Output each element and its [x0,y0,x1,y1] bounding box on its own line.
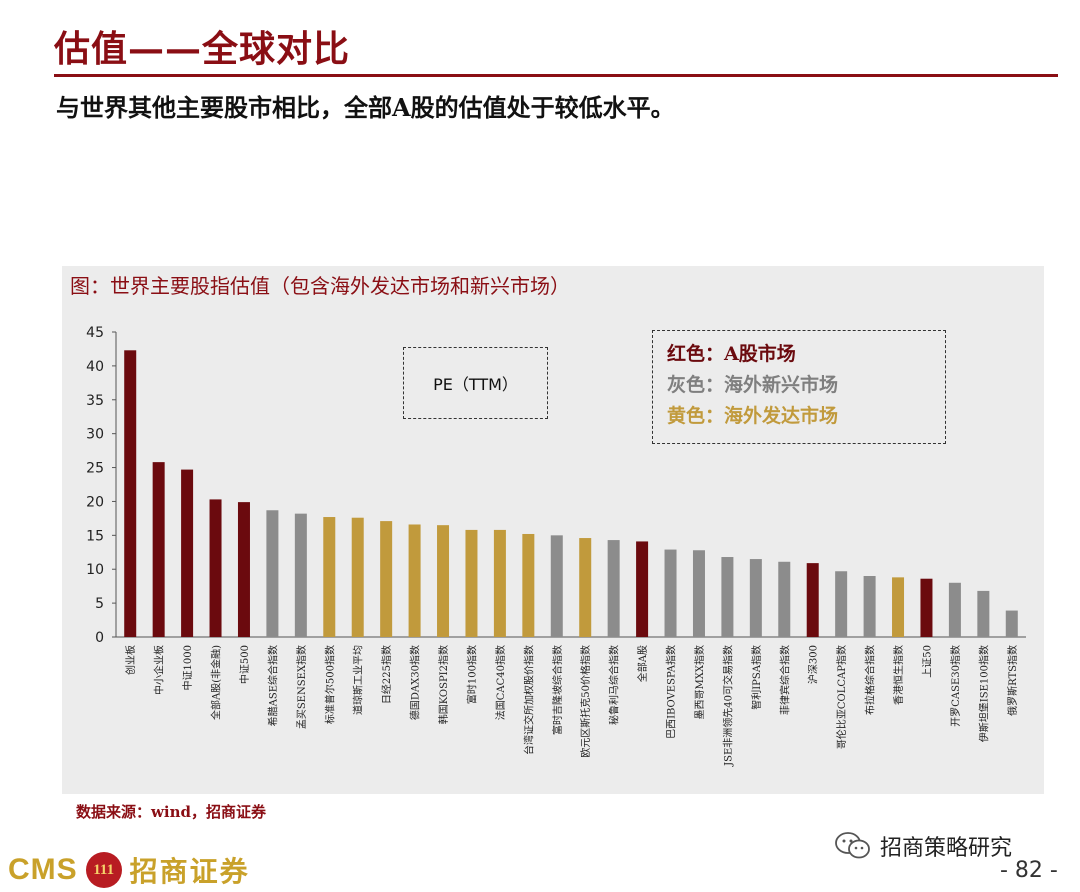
x-tick-label: JSE非洲领先40可交易指数 [721,645,734,767]
x-tick-label: 孟买SENSEX指数 [295,645,308,729]
bar [892,577,905,637]
x-tick-label: 墨西哥MXX指数 [693,645,706,719]
bar [863,576,876,637]
x-tick-label: 哥伦比亚COLCAP指数 [835,645,848,749]
bar [237,502,250,637]
brand-logo: CMS 111 招商证券 [8,852,250,888]
bar [948,582,961,637]
x-tick-label: 全部A股 [636,645,649,682]
x-tick-label: 日经225指数 [380,645,393,704]
y-tick-label: 10 [86,562,104,578]
bar [266,510,279,637]
bar [579,538,592,637]
data-source: 数据来源：wind，招商证券 [76,803,267,821]
bar [493,529,506,637]
x-tick-label: 富时100指数 [465,645,478,704]
chart-panel [62,266,1044,794]
bar [408,524,421,637]
x-tick-label: 沪深300 [807,645,820,684]
legend-item-developed: 黄色：海外发达市场 [667,401,945,432]
pe-label-box: PE（TTM） [403,347,548,419]
y-tick-label: 35 [86,393,104,409]
y-tick-label: 40 [86,359,104,375]
bar [721,557,734,637]
x-tick-label: 布拉格综合指数 [864,645,877,715]
y-tick-label: 15 [86,528,104,544]
bar [1005,610,1018,637]
legend: 红色：A股市场 灰色：海外新兴市场 黄色：海外发达市场 [652,330,946,444]
x-tick-label: 上证50 [921,645,933,678]
bar [437,525,450,637]
x-tick-label: 台湾证交所加权股价指数 [522,645,535,755]
x-tick-label: 法国CAC40指数 [494,645,507,720]
bar [806,563,819,637]
bar [181,469,194,637]
bar [522,533,535,637]
chart-caption: 图：世界主要股指估值（包含海外发达市场和新兴市场） [70,274,570,298]
bar [835,571,848,637]
legend-item-emerging: 灰色：海外新兴市场 [667,370,945,401]
bar [550,535,563,637]
logo-emblem-icon: 111 [85,852,122,888]
bar [124,350,137,637]
x-tick-label: 希腊ASE综合指数 [266,645,279,726]
bar [209,499,222,637]
y-tick-label: 45 [86,325,104,341]
y-tick-label: 0 [95,630,104,646]
x-tick-label: 香港恒生指数 [892,645,905,705]
legend-label-developed: 黄色：海外发达市场 [667,405,839,427]
x-tick-label: 全部A股(非金融) [210,645,223,720]
page-title: 估值——全球对比 [54,28,351,70]
bar [294,513,307,637]
logo-chinese: 招商证券 [129,855,250,888]
x-tick-label: 俄罗斯RTS指数 [1006,645,1019,716]
x-tick-label: 富时吉隆坡综合指数 [551,645,564,735]
y-tick-label: 5 [95,596,104,612]
bar [920,578,933,637]
legend-label-emerging: 灰色：海外新兴市场 [667,374,839,396]
bar [152,462,165,637]
x-tick-label: 德国DAX30指数 [409,645,422,720]
x-tick-label: 中证500 [238,645,251,684]
bar [977,590,990,637]
wechat-watermark: 招商策略研究 [834,826,1012,866]
bar [692,550,705,637]
pe-label: PE（TTM） [433,375,518,394]
x-tick-label: 秘鲁利马综合指数 [608,645,621,725]
legend-label-a-share: 红色：A股市场 [667,343,796,365]
bar [749,559,762,637]
logo-latin: CMS [8,853,78,886]
wechat-icon [835,832,870,859]
x-tick-label: 欧元区斯托克50价格指数 [579,645,592,758]
x-tick-label: 巴西IBOVESPA指数 [665,645,678,739]
bar [380,521,393,637]
y-tick-label: 30 [86,427,104,443]
wechat-account-name: 招商策略研究 [880,836,1013,861]
title-divider [54,74,1058,77]
bar [351,517,364,637]
bar [636,541,649,637]
x-tick-label: 创业板 [124,645,137,675]
x-tick-label: 伊斯坦堡ISE100指数 [977,645,990,742]
x-tick-label: 菲律宾综合指数 [778,645,791,715]
x-tick-label: 标准普尔500指数 [323,645,336,724]
x-tick-label: 中小企业板 [153,645,166,695]
x-tick-label: 韩国KOSPI2指数 [437,645,450,724]
legend-item-a-share: 红色：A股市场 [667,339,945,370]
y-tick-label: 20 [86,494,104,510]
bar [323,517,336,637]
page-subtitle: 与世界其他主要股市相比，全部A股的估值处于较低水平。 [56,93,675,122]
y-tick-label: 25 [86,461,104,477]
x-tick-label: 中证1000 [181,645,194,690]
bar [664,549,677,637]
page-number: - 82 - [1000,858,1058,883]
x-tick-label: 智利IPSA指数 [750,645,763,710]
pe-bar-chart: 0 5 10 15 20 25 30 35 40 45 创业板 中小企业板 中证1000 全部A股(非金融… [86,325,1026,767]
x-tick-label: 道琼斯工业平均 [352,645,365,715]
bar [465,529,478,637]
bar [607,540,620,637]
x-tick-label: 开罗CASE30指数 [949,645,962,727]
bar [778,561,791,637]
